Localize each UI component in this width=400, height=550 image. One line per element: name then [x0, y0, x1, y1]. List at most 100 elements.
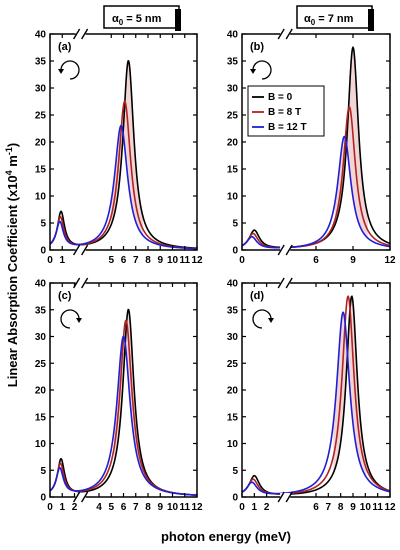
x-tick-label: 0 [47, 255, 53, 266]
x-tick-label: 11 [179, 255, 190, 266]
y-tick-label: 35 [227, 305, 239, 316]
y-tick-label: 0 [232, 246, 238, 257]
header-left: α0 = 5 nm [103, 5, 181, 31]
curves [50, 308, 197, 496]
axis-break-gap [280, 246, 291, 254]
panel-label: (a) [58, 41, 72, 53]
x-tick-label: 10 [167, 255, 179, 266]
axis-break-mark [277, 277, 285, 289]
y-tick-label: 40 [35, 30, 47, 41]
x-tick-label: 11 [179, 502, 190, 513]
axis-break-mark [285, 491, 293, 503]
x-tick-label: 12 [384, 502, 396, 513]
x-tick-label: 6 [313, 502, 319, 513]
y-tick-label: 25 [35, 111, 47, 122]
x-tick-label: 8 [145, 255, 151, 266]
x-tick-label: 7 [326, 502, 332, 513]
axis-break-gap [280, 30, 291, 38]
panel-label: (b) [250, 41, 264, 53]
curves [242, 45, 390, 249]
peak-fill [334, 47, 368, 239]
series-b-0 [242, 45, 390, 249]
axis-break-gap [75, 246, 86, 254]
legend-entry: B = 8 T [268, 107, 301, 118]
x-tick-label: 6 [121, 255, 127, 266]
y-tick-label: 30 [35, 332, 47, 343]
x-tick-label: 9 [157, 255, 163, 266]
y-tick-label: 25 [227, 359, 239, 370]
axis-break-mark [81, 277, 89, 289]
y-tick-label: 40 [227, 279, 239, 290]
x-tick-label: 9 [350, 502, 356, 513]
x-tick-label: 2 [264, 502, 270, 513]
axis-break-mark [73, 244, 81, 256]
axis-break-mark [73, 28, 81, 40]
y-tick-label: 15 [35, 165, 47, 176]
header-right-shadow [368, 9, 374, 31]
y-tick-label: 40 [227, 30, 239, 41]
x-tick-label: 5 [108, 502, 114, 513]
x-tick-label: 0 [47, 502, 53, 513]
legend: B = 0 B = 8 T B = 12 T [247, 85, 325, 137]
axis-break-mark [81, 244, 89, 256]
y-tick-label: 15 [35, 412, 47, 423]
axis-break-mark [277, 28, 285, 40]
x-tick-label: 12 [384, 255, 396, 266]
axis-break-mark [285, 244, 293, 256]
y-tick-label: 15 [227, 412, 239, 423]
y-tick-label: 35 [227, 57, 239, 68]
y-tick-label: 15 [227, 165, 239, 176]
legend-entry: B = 0 [268, 92, 293, 103]
x-tick-label: 5 [108, 255, 114, 266]
clockwise-arrow-icon [250, 60, 272, 80]
y-tick-label: 5 [40, 466, 46, 477]
x-tick-label: 7 [133, 255, 139, 266]
x-tick-label: 8 [145, 502, 151, 513]
x-tick-label: 9 [157, 502, 163, 513]
legend-entry: B = 12 T [268, 122, 307, 133]
y-tick-label: 35 [35, 305, 47, 316]
axis-break-mark [285, 28, 293, 40]
y-tick-label: 10 [35, 192, 47, 203]
x-tick-label: 2 [72, 502, 78, 513]
header-right: α0 = 7 nm [296, 5, 374, 31]
y-tick-label: 20 [227, 138, 239, 149]
y-tick-label: 30 [227, 84, 239, 95]
panel-label: (d) [250, 290, 264, 302]
axis-break-mark [81, 28, 89, 40]
y-axis-label: Linear Absorption Coefficient (x104 m-1) [4, 143, 20, 387]
series-b-0 [242, 295, 390, 495]
y-tick-label: 5 [232, 466, 238, 477]
x-tick-label: 1 [59, 502, 65, 513]
x-tick-label: 7 [133, 502, 139, 513]
y-tick-label: 30 [227, 332, 239, 343]
series-b-12-t [50, 335, 197, 496]
x-tick-label: 6 [313, 255, 319, 266]
axis-break-mark [81, 491, 89, 503]
x-tick-label: 10 [360, 502, 372, 513]
y-tick-label: 35 [35, 57, 47, 68]
x-tick-label: 10 [167, 502, 179, 513]
y-tick-label: 5 [232, 219, 238, 230]
panel-label: (c) [58, 290, 72, 302]
axis-break-gap [75, 30, 86, 38]
counterclockwise-arrow-icon [252, 309, 274, 329]
axis-break-mark [73, 491, 81, 503]
series-b-12-t [242, 135, 390, 249]
x-tick-label: 12 [191, 255, 203, 266]
x-tick-label: 6 [121, 502, 127, 513]
x-tick-label: 0 [239, 502, 245, 513]
x-tick-label: 1 [59, 255, 65, 266]
y-tick-label: 0 [40, 246, 46, 257]
axis-break-mark [277, 491, 285, 503]
x-axis-label: photon energy (meV) [161, 529, 291, 544]
y-tick-label: 0 [232, 493, 238, 504]
y-tick-label: 25 [35, 359, 47, 370]
y-tick-label: 10 [35, 439, 47, 450]
x-tick-label: 0 [239, 255, 245, 266]
y-tick-label: 30 [35, 84, 47, 95]
